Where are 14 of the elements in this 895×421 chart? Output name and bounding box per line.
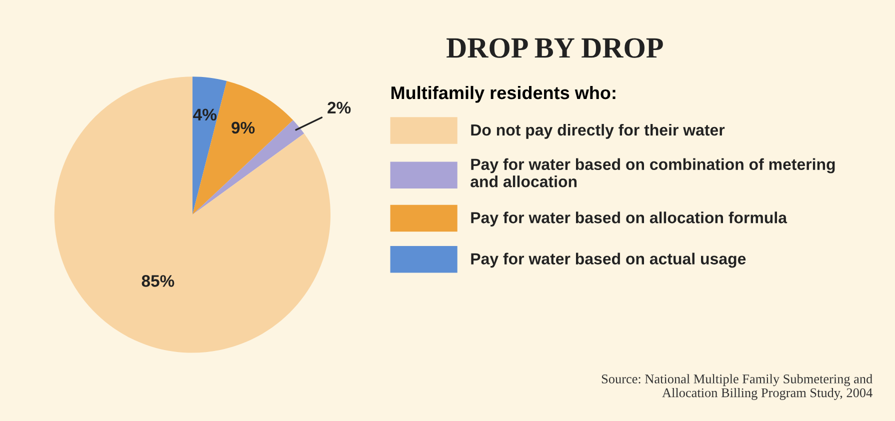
- pie-slice: [192, 80, 294, 215]
- chart-title: DROP BY DROP: [446, 38, 663, 58]
- pie-slice: [192, 76, 227, 215]
- data-label: 4%: [193, 108, 216, 121]
- legend-title: Multifamily residents who:: [391, 86, 616, 103]
- data-label: 2%: [328, 102, 351, 114]
- legend-label: Pay for water based on combination of metering and allocation: [470, 158, 835, 188]
- legend-label: Pay for water based on actual usage: [471, 252, 746, 268]
- pie-slice: [192, 120, 304, 215]
- legend-label: Pay for water based on allocation formula: [471, 212, 788, 226]
- source-note: Source: National Multiple Family Submetering and Allocation Billing Program Study, 2004: [602, 374, 872, 400]
- data-label: 9%: [232, 122, 255, 134]
- data-label: 85%: [142, 275, 174, 287]
- legend-label: Do not pay directly for their water: [471, 124, 725, 139]
